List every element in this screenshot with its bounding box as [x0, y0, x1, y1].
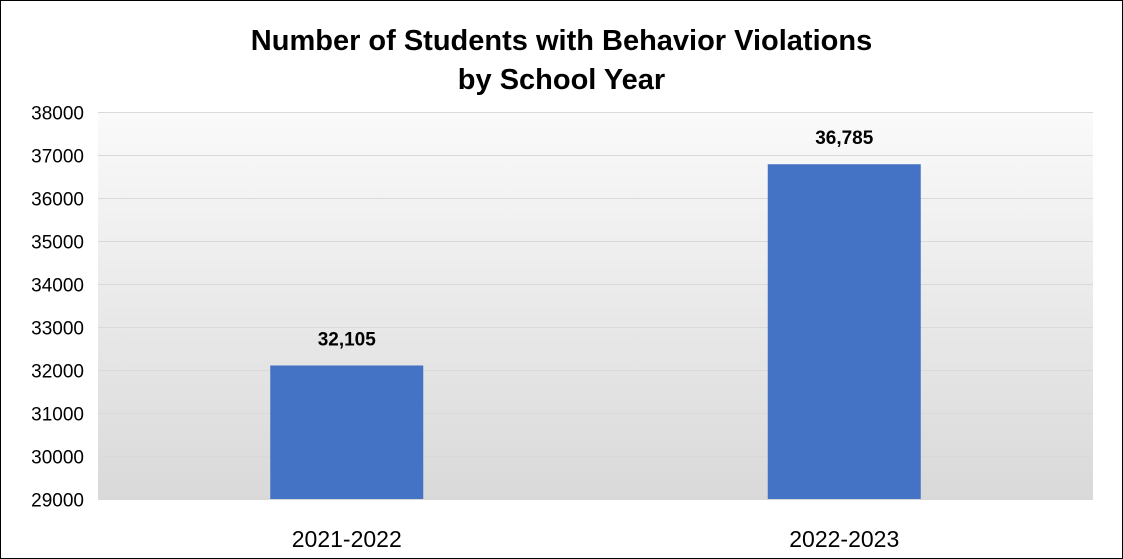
y-tick-label: 38000: [31, 104, 84, 125]
gridlines: [98, 112, 1093, 500]
y-tick-label: 29000: [31, 491, 84, 512]
y-tick-label: 37000: [31, 147, 84, 168]
y-tick-label: 30000: [31, 448, 84, 469]
data-label: 32,105: [318, 329, 377, 350]
data-labels: 32,105 36,785: [318, 128, 874, 350]
bar-2022-2023: [767, 164, 921, 499]
x-axis-category-labels: 2021-2022 2022-2023: [292, 526, 900, 552]
category-label: 2021-2022: [292, 526, 402, 552]
y-tick-label: 36000: [31, 190, 84, 211]
y-tick-label: 35000: [31, 233, 84, 254]
chart-title-line-1: Number of Students with Behavior Violati…: [250, 25, 873, 57]
bars: [270, 164, 921, 499]
y-axis-tick-labels: 29000 30000 31000 32000 33000 34000 35000 36000…: [31, 104, 84, 512]
y-tick-label: 33000: [31, 319, 84, 340]
data-label: 36,785: [815, 128, 874, 149]
category-label: 2022-2023: [789, 526, 899, 552]
chart-title-line-2: by School Year: [457, 64, 666, 96]
y-tick-label: 34000: [31, 276, 84, 297]
plot-area: [98, 112, 1093, 499]
y-tick-label: 31000: [31, 405, 84, 426]
chart-title: Number of Students with Behavior Violati…: [0, 22, 1123, 100]
bar-2021-2022: [270, 365, 424, 499]
y-tick-label: 32000: [31, 362, 84, 383]
